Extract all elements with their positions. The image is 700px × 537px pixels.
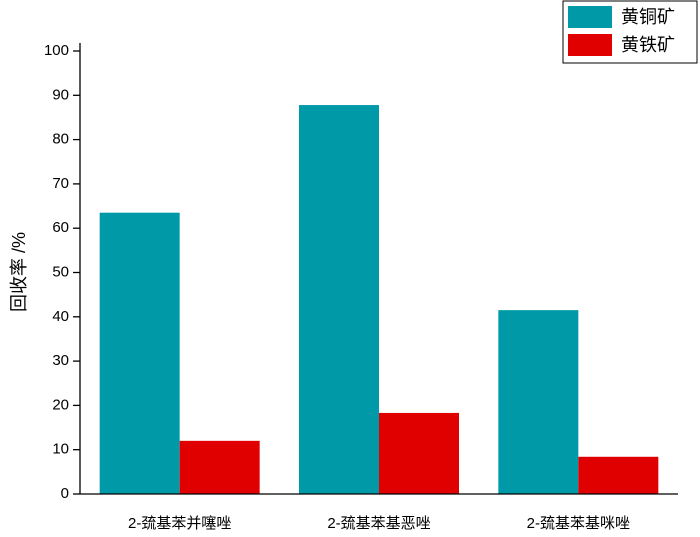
- bar: [179, 440, 260, 494]
- y-tick-label: 40: [52, 308, 69, 325]
- x-tick-label: 2-巯基苯并噻唑: [128, 514, 231, 532]
- legend-label: 黄铜矿: [621, 7, 675, 27]
- y-tick-label: 60: [52, 219, 69, 236]
- bar: [99, 212, 180, 494]
- bar: [379, 412, 459, 494]
- bar: [578, 456, 659, 494]
- y-tick-label: 50: [52, 263, 69, 280]
- y-tick-label: 0: [61, 485, 69, 502]
- x-tick-label: 2-巯基苯基咪唑: [527, 515, 630, 532]
- y-tick-label: 100: [44, 42, 69, 59]
- y-tick-label: 70: [52, 175, 69, 192]
- y-tick-label: 20: [52, 396, 69, 413]
- bar: [299, 105, 379, 495]
- y-axis-label: 回收率 /%: [9, 232, 29, 312]
- y-tick-label: 30: [52, 352, 69, 369]
- y-tick-label: 80: [52, 131, 69, 148]
- x-tick-label: 2-巯基苯基恶唑: [327, 515, 430, 532]
- legend-swatch: [568, 34, 612, 56]
- y-tick-label: 90: [52, 86, 69, 103]
- y-tick-label: 10: [52, 441, 69, 458]
- legend-swatch: [568, 6, 612, 28]
- bar: [498, 310, 579, 494]
- legend-label: 黄铁矿: [621, 35, 675, 55]
